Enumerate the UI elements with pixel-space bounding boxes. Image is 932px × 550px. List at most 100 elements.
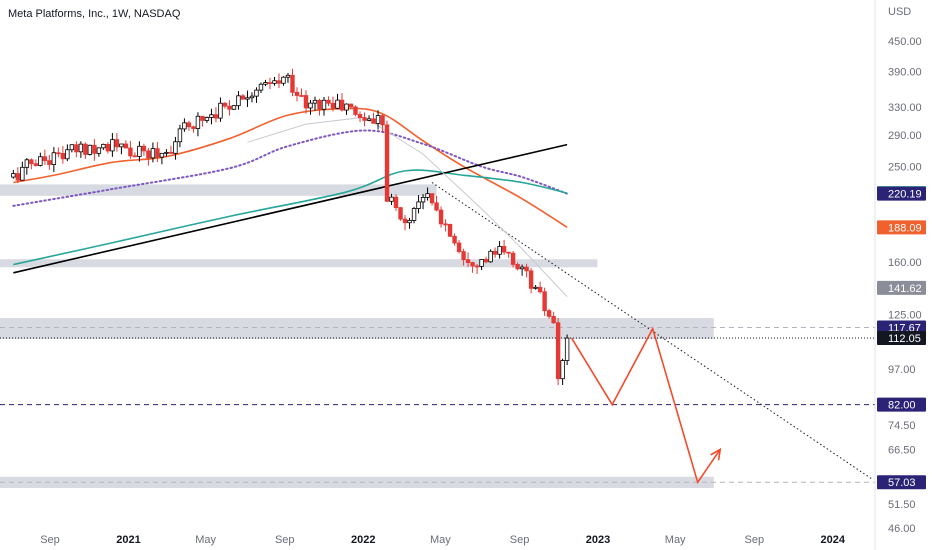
candle-down (551, 316, 556, 324)
candle-up (96, 147, 102, 154)
candle-up (258, 83, 264, 91)
candle-down (483, 259, 489, 263)
candle-up (344, 103, 349, 111)
candle-up (312, 99, 318, 104)
candle-up (110, 139, 115, 152)
candle-down (474, 265, 480, 268)
candle-up (119, 143, 124, 148)
candle-up (249, 95, 255, 99)
drawings-layer (13, 116, 872, 480)
candle-down (461, 251, 466, 261)
candle-up (263, 82, 268, 85)
candle-down (362, 117, 367, 121)
candle-down (33, 163, 39, 166)
candle-down (402, 218, 408, 224)
time-tick-label: May (665, 534, 686, 546)
candle-down (42, 156, 48, 161)
candle-up (195, 115, 201, 129)
candle-up (150, 148, 156, 159)
candle-down (222, 102, 228, 107)
price-tick-label: 250.00 (888, 162, 922, 174)
candle-down (546, 310, 552, 317)
price-tick-label: 66.50 (888, 444, 916, 456)
candle-down (294, 91, 300, 96)
candle-up (308, 102, 313, 109)
currency-label: USD (888, 6, 911, 18)
candle-down (384, 124, 390, 202)
candle-down (506, 251, 511, 254)
shadow-price-line (247, 116, 568, 297)
candles-layer (11, 68, 570, 386)
candle-up (87, 144, 93, 155)
candle-up (137, 145, 142, 157)
candle-down (452, 235, 457, 244)
candle-down (326, 99, 331, 104)
candle-up (231, 105, 237, 110)
candle-up (101, 143, 106, 149)
price-badge-bg (877, 186, 926, 201)
candle-down (515, 264, 520, 270)
candle-down (339, 99, 345, 111)
price-badge: 220.19 (888, 189, 922, 201)
candle-up (218, 102, 223, 119)
level-badge-bg (877, 475, 926, 490)
candle-down (29, 159, 34, 165)
candle-up (407, 220, 412, 224)
candle-up (78, 143, 84, 153)
price-tick-label: 74.50 (888, 420, 916, 432)
candle-down (155, 148, 160, 158)
candle-up (164, 151, 169, 154)
candle-down (227, 105, 232, 110)
time-tick-label: 2024 (821, 534, 846, 546)
candle-up (177, 128, 183, 143)
level-badge: 57.03 (888, 477, 916, 489)
price-tick-label: 97.00 (888, 364, 916, 376)
time-tick-label: Sep (510, 534, 530, 546)
levels-layer (0, 327, 875, 483)
projection-layer (570, 326, 722, 485)
candle-up (389, 196, 394, 202)
candle-up (245, 97, 250, 100)
moving-averages-layer (12, 107, 569, 266)
candle-down (353, 106, 358, 115)
candle-down (200, 115, 205, 121)
candle-down (371, 118, 376, 124)
candle-down (146, 150, 151, 159)
price-tick-label: 125.00 (888, 310, 922, 322)
candle-down (128, 147, 133, 157)
time-axis[interactable]: Sep 2021 May Sep 2022 May Sep 2023 May Sep 2024 (40, 534, 846, 546)
candle-down (443, 223, 448, 226)
candle-down (213, 114, 219, 119)
candle-up (281, 76, 286, 84)
moving-average-line-2 (12, 129, 569, 207)
candle-up (375, 115, 381, 124)
candle-up (533, 286, 538, 289)
support-resistance-zone (0, 318, 714, 340)
candle-up (159, 152, 165, 158)
candle-up (285, 74, 291, 78)
candle-down (105, 143, 111, 152)
candle-up (254, 89, 259, 97)
level-badge-bg (877, 330, 926, 345)
zones-layer (0, 184, 714, 489)
candle-down (348, 103, 354, 108)
candle-down (357, 114, 363, 119)
candle-up (420, 197, 426, 203)
candle-down (92, 144, 97, 154)
moving-average-line-3 (13, 169, 568, 266)
candle-up (416, 201, 421, 209)
candle-down (56, 152, 61, 155)
price-tick-label: 330.00 (888, 102, 922, 114)
candle-up (488, 250, 493, 263)
candle-down (276, 80, 282, 84)
price-tick-label: 51.50 (888, 499, 916, 511)
candle-up (321, 99, 327, 110)
candle-up (38, 156, 43, 166)
candle-up (335, 99, 340, 109)
candle-up (24, 159, 30, 168)
candle-up (182, 122, 187, 130)
price-tick-label: 390.00 (888, 67, 922, 79)
moving-average-line-1 (13, 107, 568, 228)
